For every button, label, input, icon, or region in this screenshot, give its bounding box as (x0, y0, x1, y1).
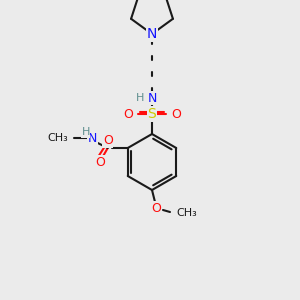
Text: N: N (88, 131, 98, 145)
Text: O: O (171, 107, 181, 121)
Text: O: O (123, 107, 133, 121)
Text: S: S (148, 107, 156, 121)
Text: N: N (147, 27, 157, 41)
Text: O: O (95, 155, 105, 169)
Text: N: N (147, 92, 157, 104)
Text: O: O (103, 134, 113, 147)
Text: H: H (136, 93, 144, 103)
Text: H: H (82, 127, 90, 137)
Text: CH₃: CH₃ (47, 133, 68, 143)
Text: O: O (151, 202, 161, 214)
Text: CH₃: CH₃ (176, 208, 197, 218)
